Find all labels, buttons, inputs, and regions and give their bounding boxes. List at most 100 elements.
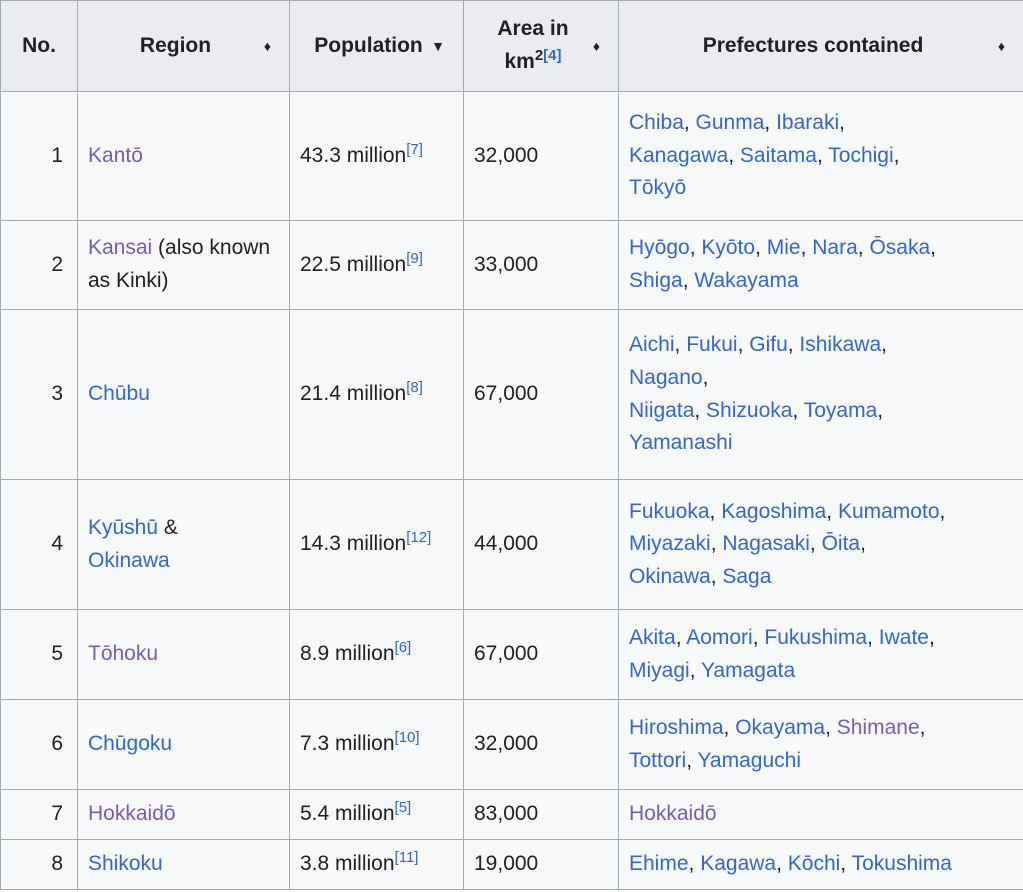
- region-cell: Hokkaidō: [77, 789, 290, 840]
- population-cell: 7.3 million[10]: [289, 699, 464, 790]
- population-reference-link[interactable]: [12]: [406, 529, 432, 547]
- prefecture-link[interactable]: Kagoshima: [721, 499, 827, 523]
- prefecture-link[interactable]: Okinawa: [629, 564, 711, 588]
- population-reference-link[interactable]: [10]: [394, 729, 420, 747]
- prefecture-link[interactable]: Ehime: [629, 852, 689, 876]
- row-number: 6: [0, 699, 78, 790]
- prefecture-link[interactable]: Gifu: [749, 333, 788, 357]
- prefecture-link[interactable]: Saga: [722, 564, 772, 588]
- prefecture-link[interactable]: Tokushima: [851, 852, 952, 876]
- population-reference-link[interactable]: [6]: [394, 639, 412, 657]
- row-number: 5: [0, 609, 78, 700]
- area-cell: 33,000: [463, 220, 619, 310]
- prefecture-link[interactable]: Gunma: [695, 111, 765, 135]
- prefecture-link[interactable]: Shimane: [836, 715, 920, 739]
- prefecture-link[interactable]: Fukushima: [764, 625, 868, 649]
- region-link[interactable]: Hokkaidō: [88, 802, 176, 826]
- region-link[interactable]: Chūbu: [88, 382, 150, 406]
- prefecture-link[interactable]: Mie: [766, 236, 801, 260]
- population-cell: 5.4 million[5]: [289, 789, 464, 840]
- prefecture-link[interactable]: Akita: [629, 625, 676, 649]
- prefecture-link[interactable]: Miyazaki: [629, 532, 711, 556]
- population-reference-link[interactable]: [8]: [406, 379, 423, 397]
- prefecture-link[interactable]: Yamanashi: [629, 431, 733, 455]
- header-population[interactable]: Population ▼: [289, 0, 464, 92]
- table-row: 3 Chūbu 21.4 million[8] 67,000 Aichi, Fu…: [0, 309, 1023, 480]
- area-cell: 19,000: [463, 839, 619, 890]
- header-region[interactable]: Region ♦: [77, 0, 290, 92]
- prefecture-link[interactable]: Miyagi: [629, 658, 690, 682]
- prefecture-link[interactable]: Kōchi: [787, 852, 841, 876]
- prefecture-link[interactable]: Tochigi: [828, 143, 894, 167]
- prefectures-cell: Aichi, Fukui, Gifu, Ishikawa, Nagano, Niig…: [618, 309, 1023, 480]
- prefecture-link[interactable]: Okayama: [735, 715, 826, 739]
- prefecture-link[interactable]: Kyōto: [701, 236, 756, 260]
- prefecture-link[interactable]: Ōsaka: [869, 236, 931, 260]
- table-row: 8 Shikoku 3.8 million[11] 19,000 Ehime, …: [0, 839, 1023, 890]
- prefecture-link[interactable]: Kumamoto: [837, 499, 940, 523]
- prefecture-link[interactable]: Hyōgo: [629, 236, 690, 260]
- area-cell: 32,000: [463, 699, 619, 790]
- prefecture-link[interactable]: Saitama: [739, 143, 817, 167]
- prefecture-link[interactable]: Shiga: [629, 269, 683, 292]
- header-region-label: Region: [139, 33, 212, 57]
- header-prefectures-label: Prefectures contained: [702, 33, 924, 57]
- prefecture-link[interactable]: Aichi: [629, 333, 675, 357]
- population-reference-link[interactable]: [7]: [406, 140, 423, 158]
- prefecture-link[interactable]: Kagawa: [700, 852, 777, 876]
- prefecture-link[interactable]: Shizuoka: [706, 398, 793, 422]
- prefectures-cell: Hokkaidō: [618, 789, 1023, 840]
- prefecture-link[interactable]: Nara: [812, 236, 858, 260]
- prefecture-link[interactable]: Yamagata: [700, 658, 796, 682]
- prefecture-link[interactable]: Ishikawa: [799, 333, 882, 357]
- region-link[interactable]: Kansai: [88, 236, 153, 260]
- prefectures-cell: Hiroshima, Okayama, Shimane, Tottori, Yam…: [618, 699, 1023, 790]
- prefectures-cell: Chiba, Gunma, Ibaraki, Kanagawa, Saitama,…: [618, 91, 1023, 221]
- prefecture-link[interactable]: Yamaguchi: [697, 748, 801, 772]
- region-note: (also known as Kinki): [88, 236, 271, 292]
- header-area[interactable]: Area in km2[4] ♦: [463, 0, 619, 92]
- prefecture-link[interactable]: Tottori: [629, 748, 687, 772]
- header-prefectures[interactable]: Prefectures contained ♦: [618, 0, 1023, 92]
- region-link[interactable]: Tōhoku: [88, 642, 159, 666]
- population-reference-link[interactable]: [9]: [406, 249, 423, 267]
- prefecture-link[interactable]: Hiroshima: [629, 715, 724, 739]
- region-cell: Shikoku: [77, 839, 290, 890]
- prefecture-link[interactable]: Hokkaidō: [629, 802, 717, 826]
- region-link[interactable]: Kyūshū: [88, 515, 159, 539]
- prefectures-cell: Fukuoka, Kagoshima, Kumamoto, Miyazaki, N…: [618, 479, 1023, 610]
- population-reference-link[interactable]: [11]: [394, 849, 419, 867]
- prefecture-link[interactable]: Niigata: [629, 398, 695, 422]
- region-cell: Kyūshū & Okinawa: [77, 479, 290, 610]
- header-population-label: Population: [314, 33, 423, 57]
- area-cell: 67,000: [463, 309, 619, 480]
- row-number: 3: [0, 309, 78, 480]
- sort-icon[interactable]: ♦: [263, 38, 271, 54]
- population-reference-link[interactable]: [5]: [394, 799, 412, 817]
- prefecture-link[interactable]: Ibaraki: [776, 111, 840, 135]
- region-link[interactable]: Kantō: [88, 143, 143, 167]
- prefecture-link[interactable]: Toyama: [803, 398, 878, 422]
- prefecture-link[interactable]: Aomori: [686, 625, 753, 649]
- region-link[interactable]: Okinawa: [88, 548, 170, 572]
- prefecture-link[interactable]: Iwate: [878, 625, 929, 649]
- prefecture-link[interactable]: Tōkyō: [629, 176, 687, 200]
- area-reference-link[interactable]: [4]: [543, 47, 562, 64]
- region-link[interactable]: Shikoku: [88, 852, 163, 876]
- table-row: 4 Kyūshū & Okinawa 14.3 million[12] 44,0…: [0, 479, 1023, 610]
- prefecture-link[interactable]: Fukui: [686, 333, 738, 357]
- prefecture-link[interactable]: Wakayama: [694, 269, 799, 292]
- sort-descending-icon[interactable]: ▼: [431, 38, 445, 54]
- prefecture-link[interactable]: Ōita: [821, 532, 861, 556]
- prefecture-link[interactable]: Chiba: [629, 111, 684, 135]
- table-row: 7 Hokkaidō 5.4 million[5] 83,000 Hokkaid…: [0, 789, 1023, 840]
- sort-icon[interactable]: ♦: [592, 38, 600, 54]
- region-link[interactable]: Chūgoku: [88, 732, 173, 756]
- prefecture-link[interactable]: Nagasaki: [722, 532, 810, 556]
- region-cell: Chūbu: [77, 309, 290, 480]
- region-cell: Kantō: [77, 91, 290, 221]
- sort-icon[interactable]: ♦: [997, 38, 1005, 54]
- prefecture-link[interactable]: Fukuoka: [629, 499, 710, 523]
- prefecture-link[interactable]: Nagano: [629, 365, 703, 389]
- prefecture-link[interactable]: Kanagawa: [629, 143, 729, 167]
